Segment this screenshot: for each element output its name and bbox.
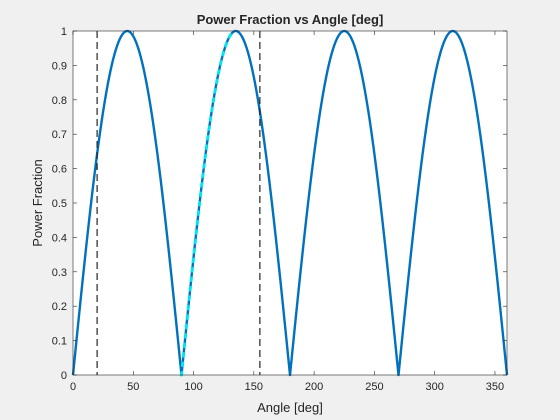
y-tick-label: 0.3 [52, 267, 67, 279]
y-tick-label: 0.1 [52, 336, 67, 348]
chart-title: Power Fraction vs Angle [deg] [197, 12, 384, 27]
y-ticks: 0 0.1 0.2 0.3 0.4 0.5 0.6 0.7 0.8 0.9 1 [52, 26, 507, 382]
x-tick-label: 0 [70, 381, 76, 393]
x-ticks: 0 50 100 150 200 250 300 350 [70, 31, 504, 393]
x-tick-label: 100 [184, 381, 202, 393]
y-tick-label: 0 [61, 370, 67, 382]
x-axis-label: Angle [deg] [257, 400, 323, 415]
y-tick-label: 0.9 [52, 60, 67, 72]
series-line-highlight [180, 29, 238, 377]
x-tick-label: 300 [425, 381, 443, 393]
x-tick-label: 200 [305, 381, 323, 393]
x-tick-label: 250 [365, 381, 383, 393]
x-tick-label: 350 [486, 381, 504, 393]
axes-background [73, 31, 507, 375]
y-tick-label: 1 [61, 26, 67, 38]
y-tick-label: 0.7 [52, 129, 67, 141]
y-tick-label: 0.5 [52, 198, 67, 210]
y-tick-label: 0.6 [52, 164, 67, 176]
y-tick-label: 0.4 [52, 232, 67, 244]
y-tick-label: 0.8 [52, 95, 67, 107]
x-tick-label: 150 [245, 381, 263, 393]
y-axis-label: Power Fraction [30, 159, 45, 246]
y-tick-label: 0.2 [52, 301, 67, 313]
x-tick-label: 50 [127, 381, 139, 393]
